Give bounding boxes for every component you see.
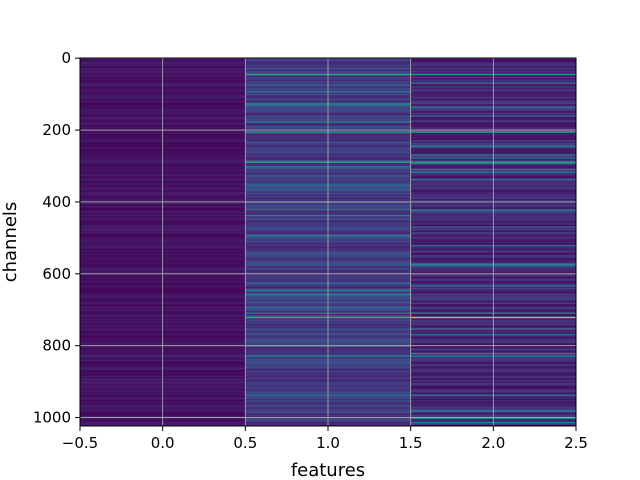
x-tick-label: 2.0: [481, 434, 505, 452]
y-tick-label: 200: [42, 121, 71, 139]
y-tick-label: 1000: [33, 409, 71, 427]
x-axis-ticks: −0.5 0.0 0.5 1.0 1.5 2.0 2.5: [62, 426, 588, 452]
y-tick-label: 600: [42, 265, 71, 283]
x-tick-label: 0.5: [233, 434, 257, 452]
y-axis-label: channels: [0, 202, 21, 283]
y-tick-label: 800: [42, 337, 71, 355]
x-tick-label: −0.5: [62, 434, 98, 452]
x-axis-label: features: [291, 460, 365, 480]
x-tick-label: 2.5: [564, 434, 588, 452]
x-tick-label: 1.0: [316, 434, 340, 452]
y-axis-ticks: 0 200 400 600 800 1000: [33, 49, 80, 427]
y-tick-label: 400: [42, 193, 71, 211]
x-tick-label: 1.5: [399, 434, 423, 452]
y-tick-label: 0: [61, 49, 71, 67]
x-tick-label: 0.0: [151, 434, 175, 452]
